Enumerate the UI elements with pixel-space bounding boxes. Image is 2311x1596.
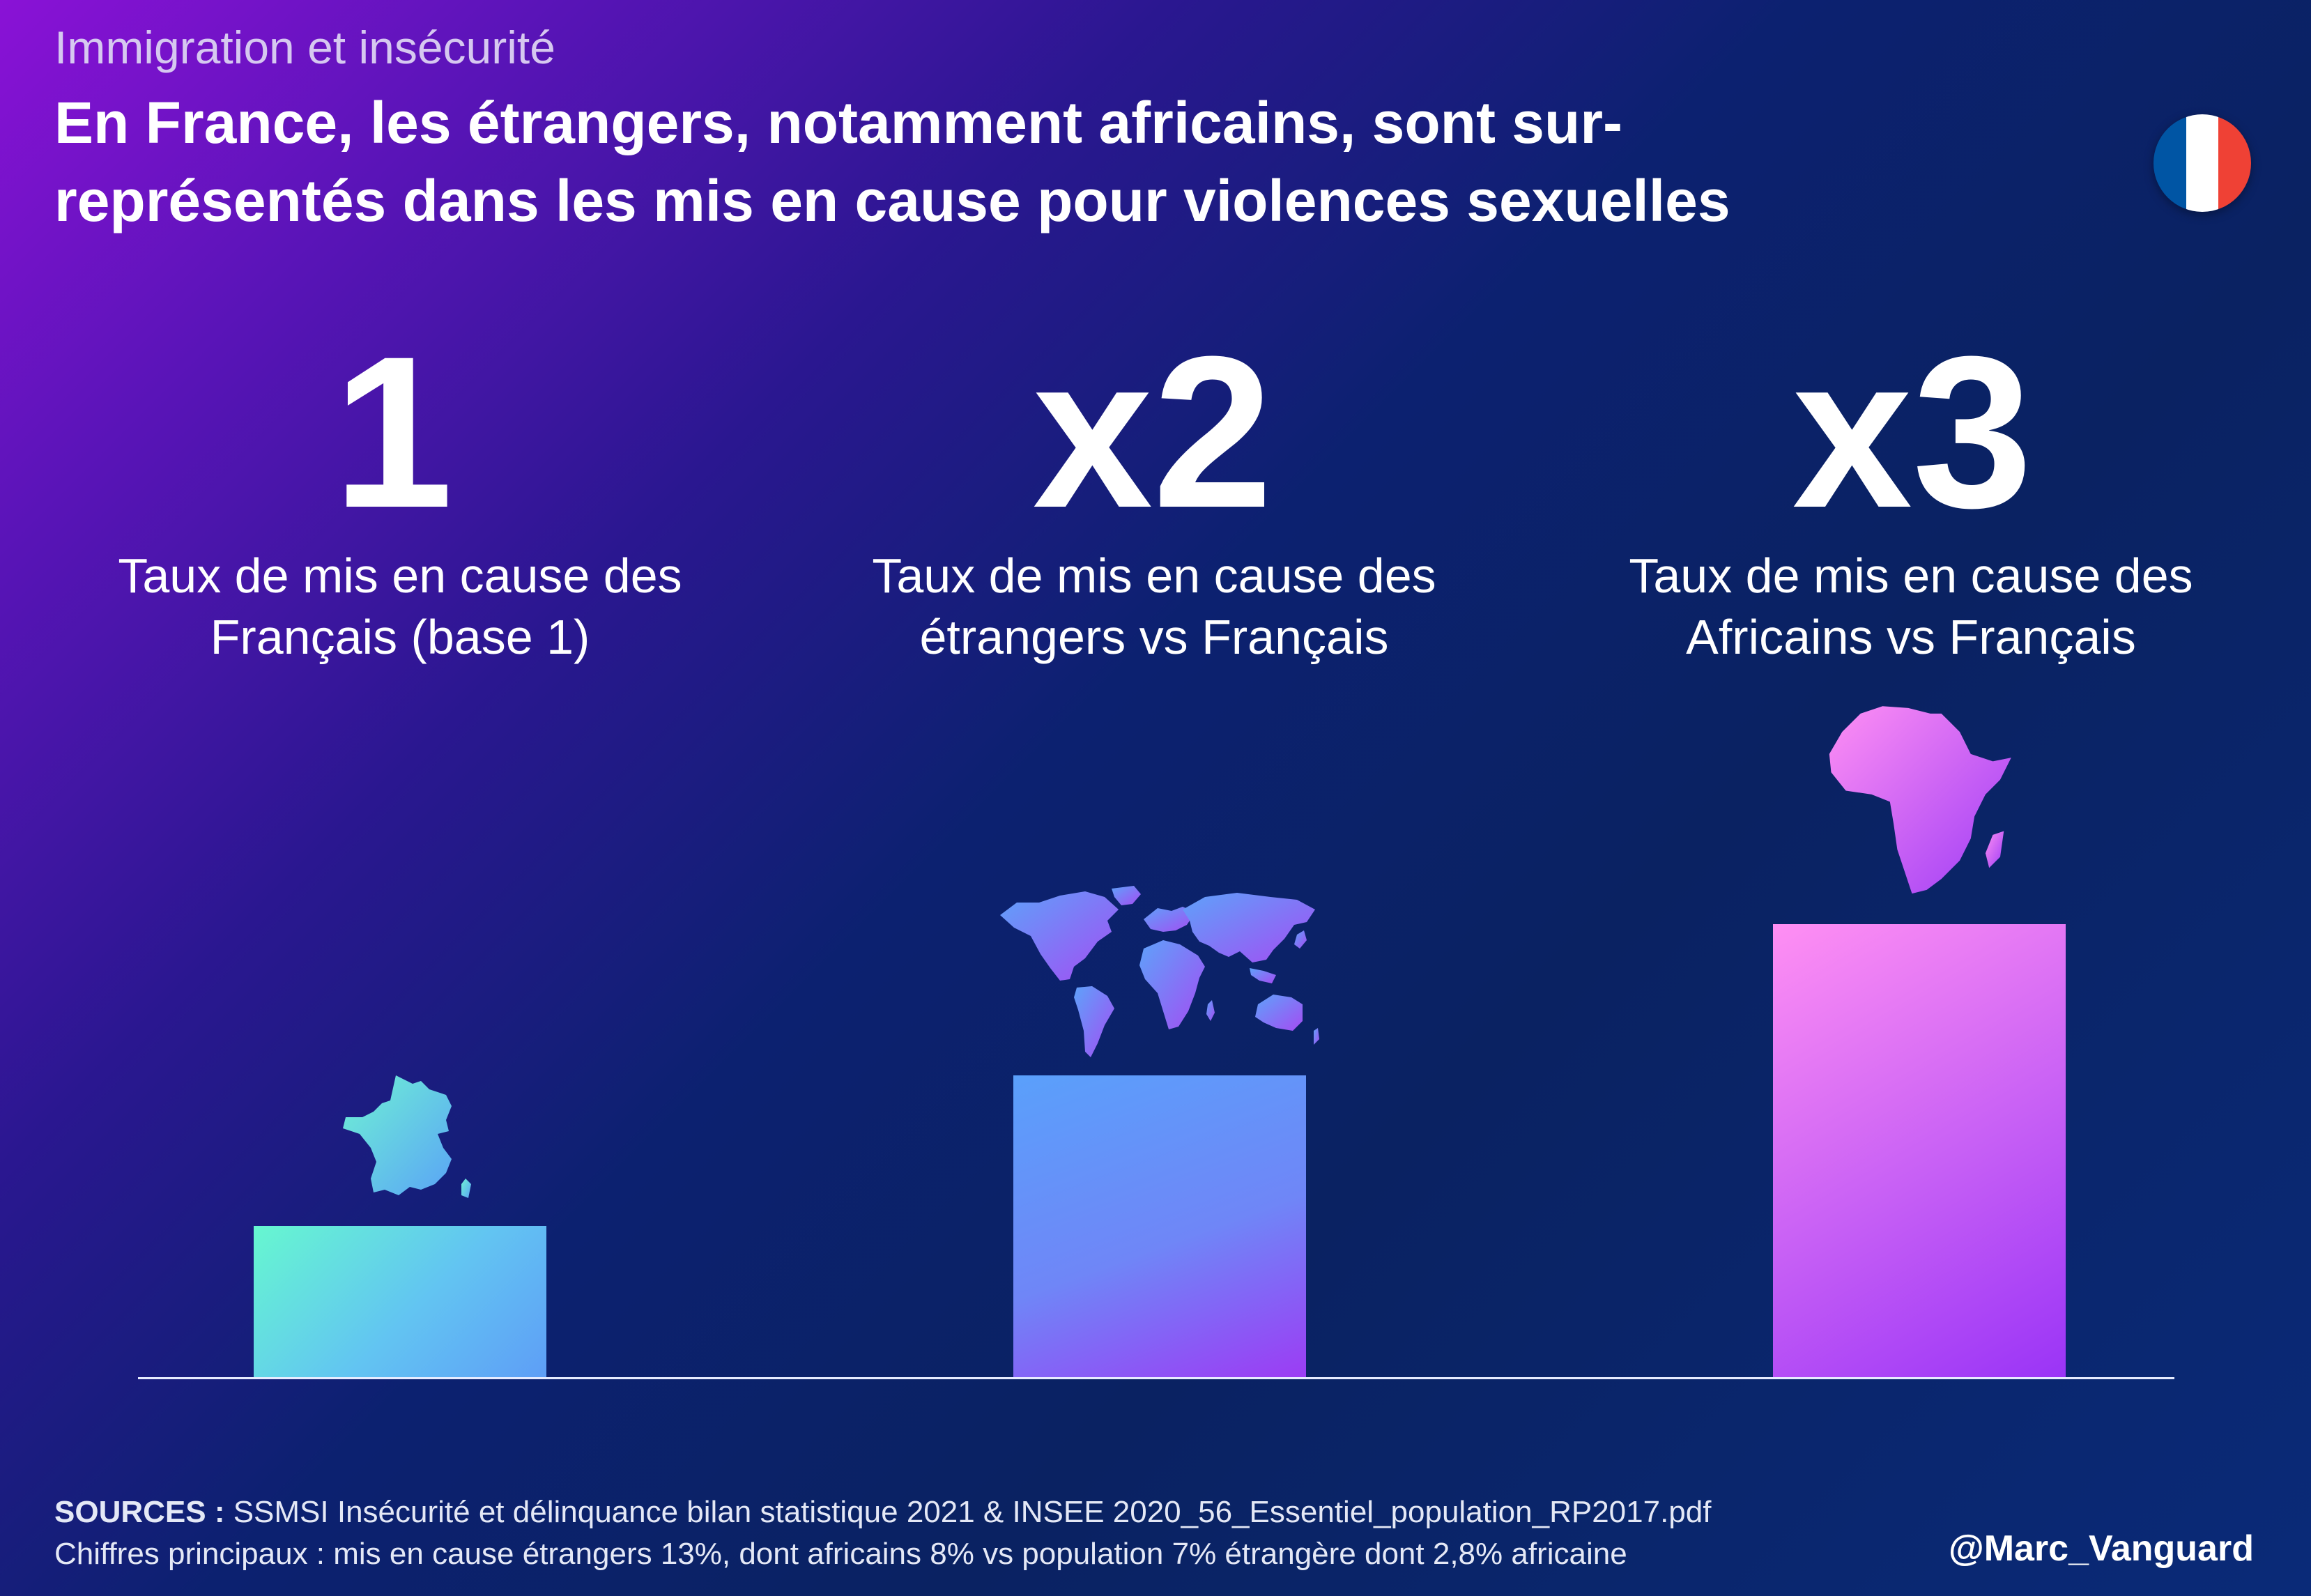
world-map-icon xyxy=(1000,886,1319,1057)
france-map-icon xyxy=(343,1075,471,1198)
value-label-2: x3 xyxy=(1792,311,2033,553)
sources-label: SOURCES : xyxy=(54,1495,225,1529)
flag-white xyxy=(2186,114,2219,212)
sources-line: SOURCES : SSMSI Insécurité et délinquanc… xyxy=(54,1491,1711,1533)
figures-line: Chiffres principaux : mis en cause étran… xyxy=(54,1537,1627,1571)
bar-1 xyxy=(1013,1075,1306,1377)
flag-red xyxy=(2218,114,2251,212)
bar-2 xyxy=(1773,924,2066,1377)
flag-blue xyxy=(2153,114,2186,212)
author-handle: @Marc_Vanguard xyxy=(1949,1528,2254,1569)
africa-map-icon xyxy=(1829,706,2011,894)
sources: SOURCES : SSMSI Insécurité et délinquanc… xyxy=(54,1491,1711,1575)
france-flag-icon xyxy=(2153,114,2251,212)
category-label-0: Taux de mis en cause des Français (base … xyxy=(118,548,682,664)
axis-baseline xyxy=(138,1377,2174,1379)
page-title: En France, les étrangers, notamment afri… xyxy=(54,90,1730,233)
value-label-1: x2 xyxy=(1032,311,1273,553)
sources-text: SSMSI Insécurité et délinquance bilan st… xyxy=(224,1495,1712,1529)
subtitle: Immigration et insécurité xyxy=(54,22,555,73)
bar-0 xyxy=(254,1226,546,1377)
value-label-0: 1 xyxy=(332,311,454,553)
category-label-1: Taux de mis en cause des étrangers vs Fr… xyxy=(872,548,1436,664)
category-label-2: Taux de mis en cause des Africains vs Fr… xyxy=(1629,548,2193,664)
